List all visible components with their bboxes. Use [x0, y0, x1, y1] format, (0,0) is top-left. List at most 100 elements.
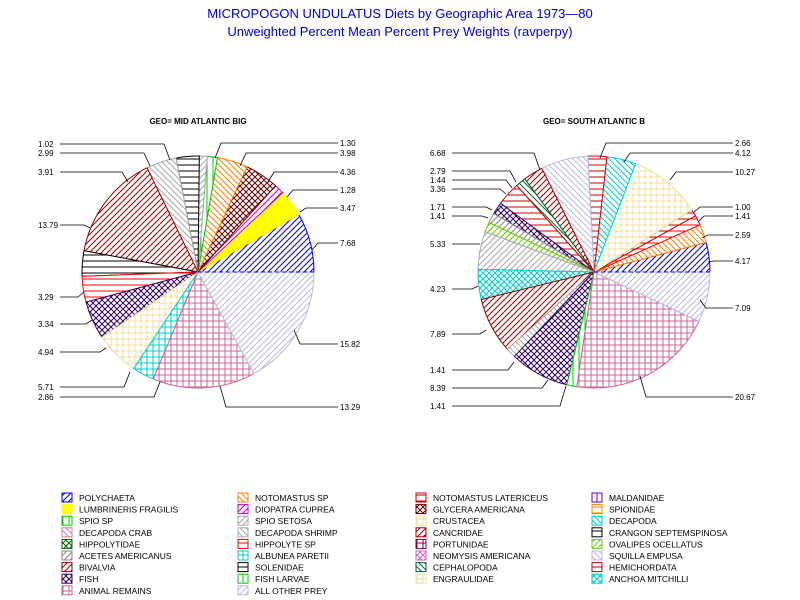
slice-value-label: 2.66: [735, 139, 751, 148]
label-leader-line: [452, 215, 489, 219]
pie-slices-mid-atlantic: [81, 155, 315, 389]
legend-item-fish-larvae: FISH LARVAE: [237, 573, 310, 584]
legend-label: CEPHALOPODA: [433, 563, 498, 573]
slice-value-label: 10.27: [735, 168, 756, 177]
legend-label: ANIMAL REMAINS: [79, 586, 152, 596]
legend-item-crangon-septemspinosa: CRANGON SEPTEMSPINOSA: [591, 527, 728, 538]
slice-value-label: 3.36: [430, 185, 446, 194]
legend-item-cancridae: CANCRIDAE: [415, 527, 483, 538]
legend-label: POLYCHAETA: [79, 493, 135, 503]
label-leader-line: [452, 152, 541, 171]
legend-label: ANCHOA MITCHILLI: [609, 574, 688, 584]
label-leader-line: [60, 291, 85, 298]
slice-value-label: 7.68: [340, 239, 356, 248]
legend-item-squilla-empusa: SQUILLA EMPUSA: [591, 550, 683, 561]
legend-item-polychaeta: POLYCHAETA: [61, 492, 135, 503]
slice-value-label: 4.36: [340, 168, 356, 177]
legend-item-notomastus-sp: NOTOMASTUS SP: [237, 492, 329, 503]
legend-label: DIOPATRA CUPREA: [255, 505, 335, 515]
pie-panel-mid-atlantic: GEO= MID ATLANTIC BIG 1.022.99 3.91 13.79 3…: [38, 117, 361, 412]
legend-swatch: [237, 527, 249, 538]
legend-label: SPIO SETOSA: [255, 516, 312, 526]
label-leader-line: [452, 285, 479, 290]
legend-swatch: [591, 538, 603, 549]
pie-slice-cancridae: [83, 167, 199, 273]
legend-item-spio-sp: SPIO SP: [61, 515, 113, 526]
slice-value-label: 1.41: [430, 402, 446, 411]
legend-swatch: [61, 492, 73, 503]
legend-swatch: [61, 504, 73, 515]
label-leader-line: [214, 142, 338, 159]
slice-value-label: 5.71: [38, 383, 54, 392]
legend-label: CRANGON SEPTEMSPINOSA: [609, 528, 728, 538]
label-leader-line: [219, 385, 338, 408]
slice-value-label: 6.68: [430, 149, 446, 158]
label-leader-line: [299, 207, 338, 213]
slice-value-label: 3.98: [340, 149, 356, 158]
legend-item-glycera-americana: GLYCERA AMERICANA: [415, 504, 525, 515]
chart-subtitle: Unweighted Percent Mean Percent Prey Wei…: [227, 24, 572, 39]
legend-item-decapoda: DECAPODA: [591, 515, 657, 526]
legend-swatch: [415, 515, 427, 526]
legend-swatch: [237, 504, 249, 515]
legend-label: FISH: [79, 574, 98, 584]
chart-title: MICROPOGON UNDULATUS Diets by Geographic…: [207, 6, 593, 21]
legend-swatch: [237, 585, 249, 596]
label-leader-line: [452, 170, 517, 183]
legend-swatch: [591, 573, 603, 584]
legend-swatch: [591, 504, 603, 515]
slice-value-label: 2.59: [735, 231, 751, 240]
label-leader-line: [60, 319, 93, 325]
legend-swatch: [591, 492, 603, 503]
legend-label: ALL OTHER PREY: [255, 586, 328, 596]
legend-swatch: [237, 550, 249, 561]
legend-label: MALDANIDAE: [609, 493, 665, 503]
label-leader-line: [452, 329, 487, 335]
legend-item-acetes-americanus: ACETES AMERICANUS: [61, 550, 172, 561]
slice-value-label: 1.00: [735, 203, 751, 212]
legend-item-engraulidae: ENGRAULIDAE: [415, 573, 494, 584]
legend-item-lumbrineris-fragilis: LUMBRINERIS FRAGILIS: [61, 504, 179, 515]
label-leader-line: [60, 381, 161, 398]
pie-slice-all-other-prey: [197, 271, 315, 375]
label-leader-line: [60, 347, 107, 353]
legend-item-neomysis-americana: NEOMYSIS AMERICANA: [415, 550, 531, 561]
legend-swatch: [415, 573, 427, 584]
legend-swatch: [591, 515, 603, 526]
legend-swatch: [61, 585, 73, 596]
slice-value-label: 1.71: [430, 203, 446, 212]
legend-item-maldanidae: MALDANIDAE: [591, 492, 665, 503]
slice-value-label: 2.79: [430, 167, 446, 176]
label-leader-line: [452, 361, 515, 371]
slice-value-label: 3.47: [340, 204, 356, 213]
label-leader-line: [452, 379, 549, 389]
label-leader-line: [60, 152, 151, 167]
pie-slice-animal-remains: [152, 270, 255, 389]
slice-value-label: 3.29: [38, 293, 54, 302]
label-leader-line: [452, 206, 493, 211]
legend-item-all-other-prey: ALL OTHER PREY: [237, 585, 328, 596]
label-leader-line: [669, 171, 733, 181]
slice-value-label: 4.17: [735, 257, 751, 266]
slice-value-label: 4.94: [38, 348, 54, 357]
legend-item-hemichordata: HEMICHORDATA: [591, 562, 677, 573]
legend-item-fish: FISH: [61, 573, 98, 584]
legend-label: DECAPODA SHRIMP: [255, 528, 338, 538]
slice-value-label: 13.29: [340, 403, 361, 412]
label-leader-line: [697, 215, 733, 223]
legend-swatch: [61, 515, 73, 526]
legend-swatch: [237, 515, 249, 526]
label-leader-line: [707, 260, 733, 263]
slice-value-label: 1.41: [430, 366, 446, 375]
label-leader-line: [286, 189, 338, 198]
legend-item-bivalvia: BIVALVIA: [61, 562, 116, 573]
legend-label: DECAPODA CRAB: [79, 528, 153, 538]
pie-panel-south-atlantic: GEO= SOUTH ATLANTIC B 6.68 2.791.443.36 1.…: [430, 117, 756, 411]
label-leader-line: [452, 188, 507, 195]
label-leader-line: [60, 371, 131, 388]
slice-value-label: 1.41: [430, 212, 446, 221]
legend-label: HEMICHORDATA: [609, 563, 677, 573]
slice-value-label: 5.33: [430, 240, 446, 249]
legend-swatch: [61, 538, 73, 549]
legend-swatch: [415, 527, 427, 538]
